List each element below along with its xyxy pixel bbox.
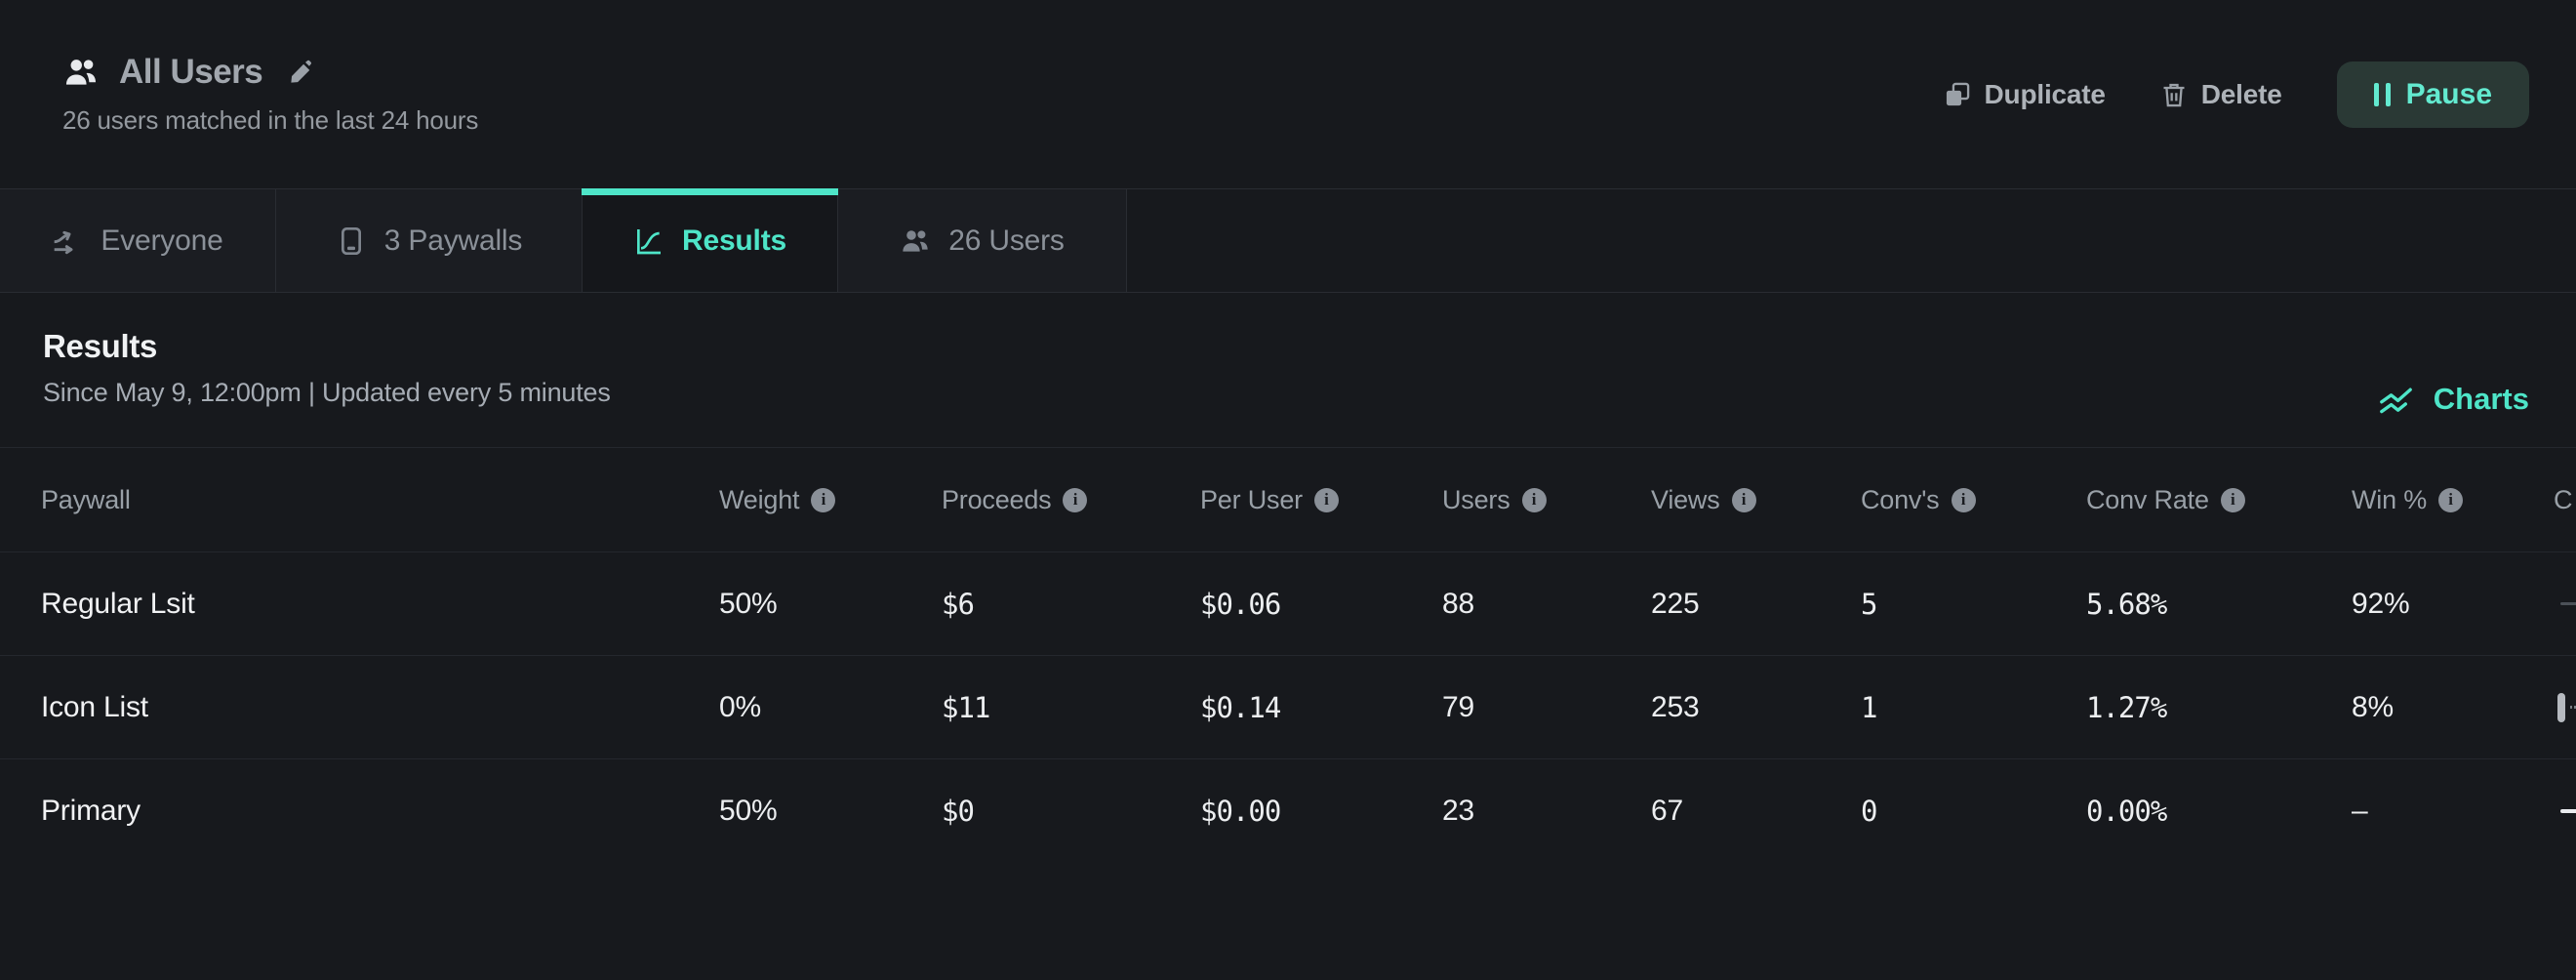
pause-label: Pause (2405, 77, 2492, 110)
tab-users[interactable]: 26 Users (838, 189, 1127, 292)
pencil-icon (291, 60, 312, 83)
tab-label: 26 Users (948, 224, 1065, 257)
clipped-cell (2554, 656, 2576, 758)
views-cell: 67 (1651, 794, 1683, 827)
column-header-per-user: Per User i (1200, 485, 1442, 515)
tab-label: Everyone (101, 224, 223, 257)
convs-cell: 5 (1861, 587, 1877, 621)
edit-title-button[interactable] (288, 60, 314, 86)
table-row[interactable]: Regular Lsit 50% $6 $0.06 88 225 5 5.68%… (0, 551, 2576, 655)
paywall-name: Icon List (41, 690, 148, 723)
results-title: Results (43, 328, 158, 364)
column-header-weight: Weight i (719, 485, 942, 515)
results-updated-subtitle: Since May 9, 12:00pm | Updated every 5 m… (43, 378, 611, 407)
users-cell: 79 (1442, 690, 1474, 723)
per-user-cell: $0.00 (1200, 794, 1281, 828)
table-row[interactable]: Icon List 0% $11 $0.14 79 253 1 1.27% 8% (0, 655, 2576, 758)
weight-cell: 0% (719, 690, 761, 723)
charts-label: Charts (2433, 382, 2529, 416)
chart-curve-icon (637, 228, 661, 254)
conv-rate-cell: 5.68% (2086, 587, 2167, 621)
info-icon[interactable]: i (2438, 487, 2464, 512)
info-icon[interactable]: i (1063, 487, 1088, 512)
users-cell: 88 (1442, 587, 1474, 620)
users-cell: 23 (1442, 794, 1474, 827)
win-pct-cell: 92% (2352, 587, 2410, 620)
win-pct-cell: – (2352, 794, 2368, 827)
column-header-paywall: Paywall (41, 484, 131, 514)
views-cell: 225 (1651, 587, 1700, 620)
info-icon[interactable]: i (1521, 487, 1547, 512)
conv-rate-cell: 0.00% (2086, 794, 2167, 828)
column-header-proceeds: Proceeds i (942, 485, 1200, 515)
tab-paywalls[interactable]: 3 Paywalls (276, 189, 583, 292)
results-table: Paywall Weight i Proceeds i Per User i User… (0, 447, 2576, 980)
column-header-win-pct: Win % i (2352, 485, 2554, 515)
header-actions: Duplicate Delete Pause (1944, 61, 2529, 128)
table-row[interactable]: Primary 50% $0 $0.00 23 67 0 0.00% – (0, 758, 2576, 862)
clipped-cell (2554, 552, 2576, 655)
charts-button[interactable]: Charts (2379, 351, 2529, 447)
phone-icon (341, 226, 361, 255)
clipped-cell (2554, 759, 2576, 862)
clipped-badge (2557, 692, 2565, 722)
column-header-conv-rate: Conv Rate i (2086, 485, 2352, 515)
duplicate-button[interactable]: Duplicate (1944, 79, 2106, 110)
weight-cell: 50% (719, 794, 778, 827)
column-header-convs: Conv's i (1861, 485, 2086, 515)
pause-button[interactable]: Pause (2336, 61, 2529, 128)
results-section-header: Results Since May 9, 12:00pm | Updated e… (0, 293, 2576, 447)
column-header-users: Users i (1442, 485, 1651, 515)
conv-rate-cell: 1.27% (2086, 690, 2167, 724)
delete-label: Delete (2200, 78, 2282, 109)
proceeds-cell: $0 (942, 794, 975, 828)
tab-results[interactable]: Results (582, 188, 838, 292)
proceeds-cell: $6 (942, 587, 975, 621)
delete-button[interactable]: Delete (2160, 79, 2282, 110)
info-icon[interactable]: i (1951, 487, 1976, 512)
tab-label: 3 Paywalls (383, 224, 523, 257)
convs-cell: 1 (1861, 690, 1877, 724)
convs-cell: 0 (1861, 794, 1877, 828)
page-title: All Users (119, 53, 263, 91)
column-header-views: Views i (1651, 485, 1861, 515)
tab-bar: Everyone 3 Paywalls Results 26 Users (0, 188, 2576, 293)
win-pct-cell: 8% (2352, 690, 2394, 723)
column-header-clipped: C (2554, 484, 2573, 514)
weight-cell: 50% (719, 587, 778, 620)
users-icon (903, 229, 928, 252)
info-icon[interactable]: i (2220, 487, 2245, 512)
per-user-cell: $0.06 (1200, 587, 1281, 621)
tab-label: Results (682, 224, 786, 257)
info-icon[interactable]: i (1731, 487, 1756, 512)
proceeds-cell: $11 (942, 690, 990, 724)
views-cell: 253 (1651, 690, 1700, 723)
duplicate-label: Duplicate (1984, 78, 2106, 109)
split-arrows-icon (54, 230, 73, 254)
table-header-row: Paywall Weight i Proceeds i Per User i User… (0, 448, 2576, 551)
copy-icon (1946, 82, 1969, 105)
matched-users-subtitle: 26 users matched in the last 24 hours (62, 105, 479, 135)
chart-zigzag-icon (2379, 388, 2412, 414)
page-header: All Users 26 users matched in the last 2… (0, 0, 2576, 188)
paywall-name: Regular Lsit (41, 587, 195, 620)
paywall-name: Primary (41, 794, 141, 827)
pause-icon (2373, 82, 2391, 106)
tab-everyone[interactable]: Everyone (0, 189, 276, 292)
info-icon[interactable]: i (1313, 487, 1339, 512)
info-icon[interactable]: i (811, 487, 836, 512)
users-icon (65, 60, 97, 85)
trash-icon (2163, 83, 2185, 106)
header-title-block: All Users 26 users matched in the last 2… (62, 53, 478, 136)
per-user-cell: $0.14 (1200, 690, 1281, 724)
